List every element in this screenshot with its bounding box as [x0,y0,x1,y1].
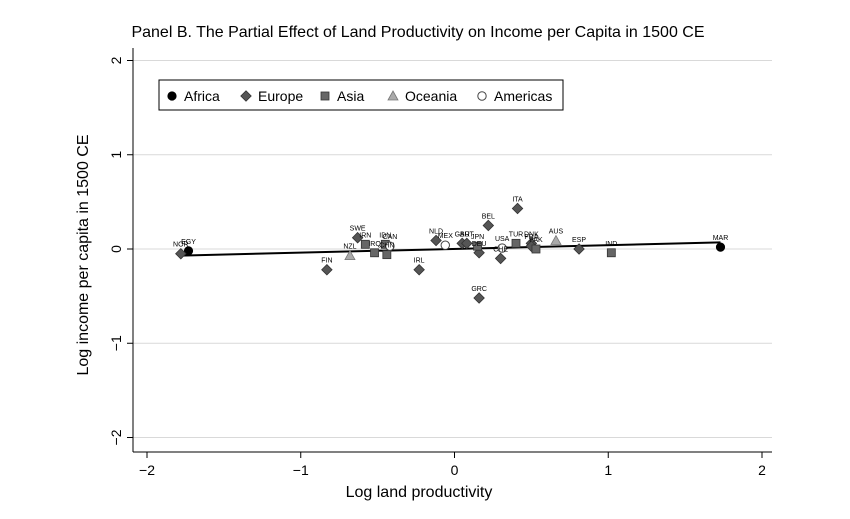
point-label-aut: AUT [460,231,475,238]
point-usa [497,243,507,253]
point-che [494,252,507,265]
point-label-aus: AUS [549,229,564,236]
y-tick-label: 1 [108,151,124,159]
point-label-swe: SWE [350,226,366,233]
legend-label-oceania: Oceania [405,88,457,104]
y-tick-label: 0 [108,245,124,253]
chart-title: Panel B. The Partial Effect of Land Prod… [131,24,704,41]
point-bel [482,219,495,232]
x-tick-label: 0 [451,462,459,478]
point-label-grc: GRC [471,286,487,293]
legend-marker-africa [167,91,177,101]
point-irq [370,248,379,258]
point-label-idn: IDN [379,232,391,239]
y-axis-label: Log income per capita in 1500 CE [75,134,92,375]
point-label-chn: CHN [379,243,394,250]
point-label-nzl: NZL [343,244,356,251]
point-chn [382,250,392,260]
point-label-irq: IRQ [368,241,381,248]
point-nld [430,234,442,247]
x-tick-label: 2 [758,462,766,478]
point-label-ita: ITA [512,196,523,203]
x-tick-label: −2 [139,462,155,478]
point-label-dnk: DNK [524,231,539,238]
point-label-nor: NOR [173,242,189,249]
point-tur [511,238,521,248]
legend-label-americas: Americas [494,88,552,104]
fit-line [180,241,721,257]
point-label-fin: FIN [321,258,332,265]
point-label-che: CHE [493,246,508,253]
point-aus [550,234,562,245]
point-irn [360,239,370,249]
legend-box [158,79,564,111]
point-label-egy: EGY [181,239,196,246]
point-swe [351,231,364,244]
point-label-esp: ESP [572,237,586,244]
x-axis-label: Log land productivity [346,484,493,501]
point-label-irl: IRL [414,258,425,265]
point-label-mar: MAR [713,235,729,242]
point-label-usa: USA [495,236,510,243]
point-irl [413,263,425,276]
point-label-can: CAN [383,234,398,241]
point-ita [511,202,524,215]
point-label-irn: IRN [359,232,371,239]
point-label-nld: NLD [429,229,443,236]
point-label-ind: IND [605,241,617,248]
point-esp [573,243,585,255]
legend-marker-oceania [387,90,399,101]
point-label-pak: PAK [529,237,543,244]
legend-marker-americas [477,91,487,101]
y-tick-label: −2 [108,429,124,445]
data-points [175,202,726,304]
point-fin [321,263,333,276]
y-tick-label: 2 [108,56,124,64]
point-mex [440,240,450,250]
point-mar [715,242,726,252]
legend-marker-asia [320,91,330,101]
point-ind [606,248,616,258]
point-egy [183,246,194,256]
legend-marker-europe [240,90,252,102]
point-label-mex: MEX [438,233,454,240]
legend: Africa Europe Asia Oceania Americas [158,79,564,111]
point-label-tur: TUR [509,231,523,238]
x-tick-label: 1 [604,462,612,478]
point-pak [531,244,541,254]
y-tick-label: −1 [108,335,124,351]
point-nzl [344,249,356,260]
point-aut [461,237,473,250]
point-grc [473,292,485,304]
point-label-jpn: JPN [471,234,484,241]
legend-label-europe: Europe [258,88,303,104]
x-tick-label: −1 [293,462,309,478]
axis-ticks: −2 −1 0 1 2 −2 −1 0 1 2 [108,56,766,478]
point-nor [175,247,187,260]
point-can [385,241,395,251]
legend-label-asia: Asia [337,88,364,104]
point-jpn [473,241,482,251]
legend-label-africa: Africa [184,88,220,104]
point-label-gbr: GBR [455,231,470,238]
point-label-fra: FRA [524,234,538,241]
point-label-bel: BEL [482,213,495,220]
point-label-deu: DEU [472,241,487,248]
